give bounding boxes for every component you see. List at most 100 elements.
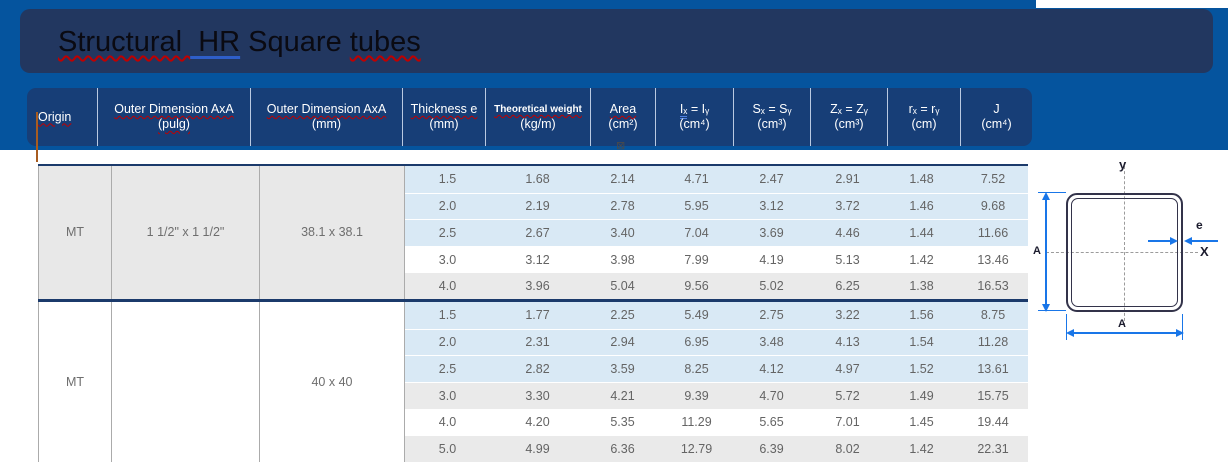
table-cell: 2.25 bbox=[585, 301, 660, 329]
table-cell: 4.99 bbox=[490, 435, 585, 462]
table-cell: 4.21 bbox=[585, 381, 660, 409]
table-cell: 1.5 bbox=[405, 301, 490, 329]
table-cell: 1.5 bbox=[405, 166, 490, 193]
table-cell: 5.95 bbox=[660, 192, 733, 220]
table-cell: 11.66 bbox=[958, 219, 1028, 246]
table-cell: 5.72 bbox=[810, 381, 885, 409]
origin-cell: MT bbox=[38, 301, 112, 462]
table-cell: 3.12 bbox=[733, 192, 810, 220]
title-word-tubes: tubes bbox=[349, 26, 421, 58]
table-cell: 3.72 bbox=[810, 192, 885, 220]
table-cell: 1.56 bbox=[885, 301, 958, 329]
title-word-square: Square bbox=[240, 26, 350, 58]
column-header-origin: Origin bbox=[38, 109, 72, 124]
y-axis-label: y bbox=[1119, 157, 1127, 172]
table-cell: 2.14 bbox=[585, 166, 660, 193]
table-cell: 3.0 bbox=[405, 381, 490, 409]
table-cell: 2.19 bbox=[490, 192, 585, 220]
table-cell: 2.31 bbox=[490, 328, 585, 356]
arrowhead-up bbox=[1042, 192, 1050, 200]
table-cell: 8.75 bbox=[958, 301, 1028, 329]
table-cell: 3.96 bbox=[490, 272, 585, 299]
cross-section-diagram: y X A A e bbox=[1030, 157, 1228, 358]
table-cell: 1.46 bbox=[885, 192, 958, 220]
table-cell: 1.52 bbox=[885, 355, 958, 382]
arrowhead-right bbox=[1176, 329, 1184, 337]
tube-outer-wall bbox=[1066, 193, 1183, 312]
table-cell: 3.98 bbox=[585, 245, 660, 273]
table-cell: 8.25 bbox=[660, 355, 733, 382]
table-cell: 6.25 bbox=[810, 272, 885, 299]
title-word-hr: HR bbox=[190, 26, 241, 58]
table-cell: 2.78 bbox=[585, 192, 660, 220]
table-cell: 6.36 bbox=[585, 435, 660, 462]
table-cell: 7.99 bbox=[660, 245, 733, 273]
banner-top-notch bbox=[1036, 0, 1228, 8]
column-header-thickness: Thickness e (mm) bbox=[402, 88, 485, 146]
e-leader-line-right bbox=[1191, 240, 1218, 242]
y-axis-centerline bbox=[1124, 166, 1125, 326]
table-cell: 2.47 bbox=[733, 166, 810, 193]
table-cell: 4.46 bbox=[810, 219, 885, 246]
origin-cell: MT bbox=[38, 166, 112, 299]
table-cell: 3.12 bbox=[490, 245, 585, 273]
dimension-mm-cell: 38.1 x 38.1 bbox=[260, 166, 405, 299]
table-cell: 6.39 bbox=[733, 435, 810, 462]
table-cell: 7.04 bbox=[660, 219, 733, 246]
column-header-theoretical-weight: Theoretical weight (kg/m) bbox=[485, 88, 590, 146]
table-cell: 3.22 bbox=[810, 301, 885, 329]
table-cell: 3.0 bbox=[405, 245, 490, 273]
table-cell: 7.01 bbox=[810, 408, 885, 436]
extension-line-bottom-b bbox=[1182, 314, 1183, 340]
table-cell: 5.13 bbox=[810, 245, 885, 273]
extension-line-bottom-left bbox=[1038, 310, 1066, 311]
column-header-rx-ry: rₓ = rᵧ (cm) bbox=[887, 88, 960, 146]
table-cell: 19.44 bbox=[958, 408, 1028, 436]
table-cell: 5.65 bbox=[733, 408, 810, 436]
page-title: Structural HR Square tubes bbox=[58, 26, 421, 59]
wall-thickness-e-label: e bbox=[1196, 218, 1203, 232]
table-cell: 13.61 bbox=[958, 355, 1028, 382]
e-leader-line-left bbox=[1148, 240, 1171, 242]
text-cursor-caret bbox=[36, 112, 38, 162]
table-cell: 2.94 bbox=[585, 328, 660, 356]
table-cell: 12.79 bbox=[660, 435, 733, 462]
extension-line-bottom-a bbox=[1066, 314, 1067, 340]
title-band bbox=[20, 9, 1213, 73]
spec-table: MT 1 1/2" x 1 1/2" 38.1 x 38.1 1.5 1.68 2.… bbox=[38, 164, 1028, 462]
dimension-pulg-cell: 1 1/2" x 1 1/2" bbox=[112, 166, 260, 299]
table-cell: 4.20 bbox=[490, 408, 585, 436]
table-cell: 2.5 bbox=[405, 355, 490, 382]
table-cell: 5.02 bbox=[733, 272, 810, 299]
table-cell: 1.77 bbox=[490, 301, 585, 329]
column-header-area: Area (cm²) bbox=[590, 88, 655, 146]
table-cell: 6.95 bbox=[660, 328, 733, 356]
table-cell: 1.68 bbox=[490, 166, 585, 193]
table-cell: 22.31 bbox=[958, 435, 1028, 462]
e-arrowhead-right bbox=[1170, 237, 1178, 245]
table-cell: 13.46 bbox=[958, 245, 1028, 273]
table-cell: 1.49 bbox=[885, 381, 958, 409]
table-cell: 2.0 bbox=[405, 328, 490, 356]
table-cell: 4.70 bbox=[733, 381, 810, 409]
table-cell: 3.30 bbox=[490, 381, 585, 409]
x-axis-label: X bbox=[1200, 244, 1209, 259]
table-cell: 2.82 bbox=[490, 355, 585, 382]
arrowhead-left bbox=[1066, 329, 1074, 337]
table-cell: 2.67 bbox=[490, 219, 585, 246]
object-anchor-icon: ⊠ bbox=[616, 140, 626, 152]
table-cell: 4.71 bbox=[660, 166, 733, 193]
table-header: Origin Outer Dimension AxA (pulg) Outer … bbox=[27, 88, 1032, 146]
table-cell: 2.91 bbox=[810, 166, 885, 193]
table-cell: 9.56 bbox=[660, 272, 733, 299]
tube-inner-wall bbox=[1071, 198, 1178, 307]
dimension-a-left-label: A bbox=[1033, 245, 1041, 257]
column-header-zx-zy: Zₓ = Zᵧ (cm³) bbox=[810, 88, 887, 146]
table-cell: 16.53 bbox=[958, 272, 1028, 299]
arrowhead-down bbox=[1042, 304, 1050, 312]
title-word-structural: Structural bbox=[58, 26, 191, 58]
table-cell: 11.29 bbox=[660, 408, 733, 436]
table-cell: 1.45 bbox=[885, 408, 958, 436]
table-cell: 9.39 bbox=[660, 381, 733, 409]
table-cell: 3.48 bbox=[733, 328, 810, 356]
